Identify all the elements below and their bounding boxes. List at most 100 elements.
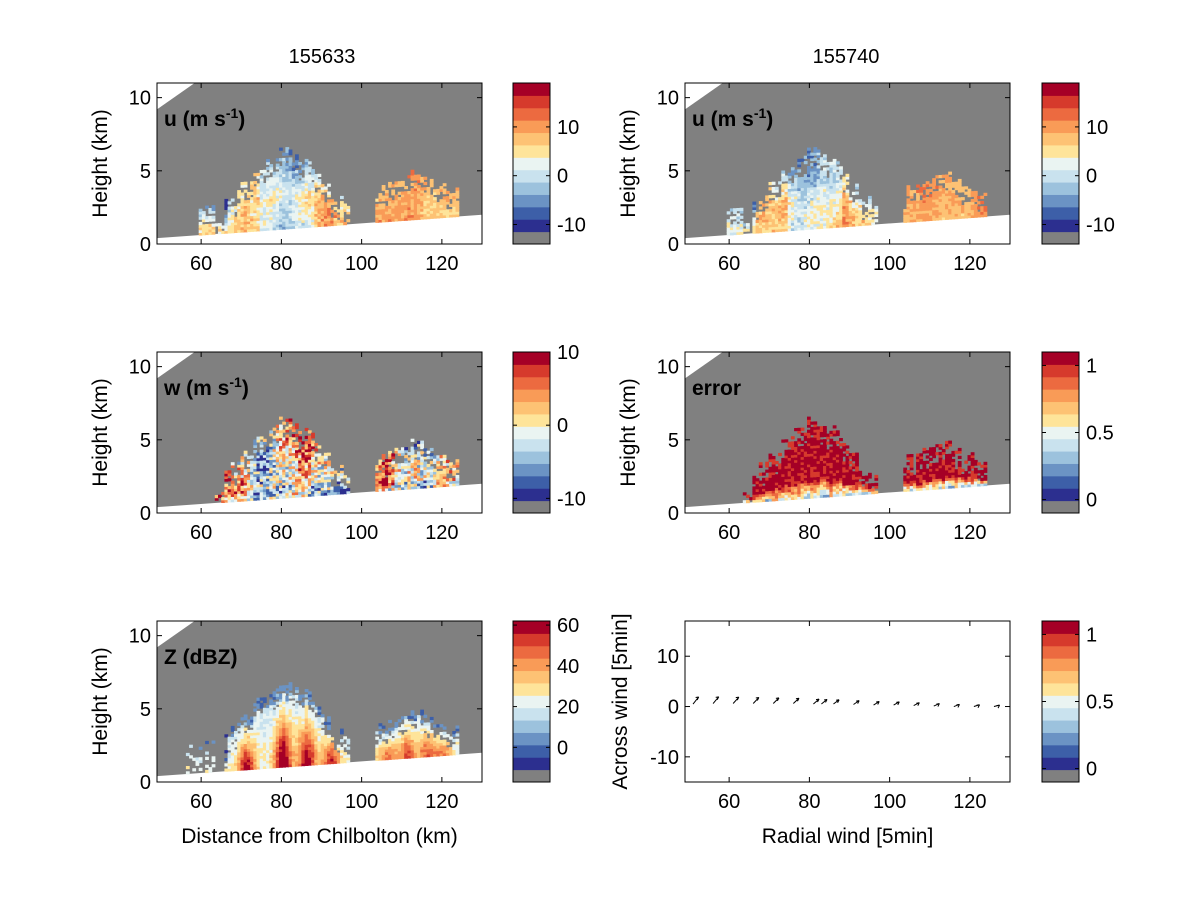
field-cell: [790, 198, 795, 202]
field-cell: [246, 192, 251, 196]
field-cell: [327, 468, 331, 472]
field-cell: [381, 469, 386, 473]
field-cell: [266, 451, 270, 455]
field-cell: [929, 188, 933, 192]
field-cell: [272, 738, 277, 742]
field-cell: [816, 189, 821, 193]
field-cell: [288, 189, 293, 193]
field-cell: [304, 211, 309, 215]
field-cell: [739, 228, 744, 232]
field-cell: [729, 226, 734, 231]
field-cell: [266, 478, 270, 482]
field-cell: [413, 206, 418, 210]
field-cell: [922, 468, 927, 472]
field-cell: [291, 225, 296, 229]
field-cell: [845, 213, 850, 217]
field-cell: [250, 481, 254, 486]
colorbar-segment: [1042, 95, 1079, 109]
field-cell: [295, 689, 299, 693]
field-cell: [807, 482, 811, 486]
field-cell: [211, 228, 216, 232]
field-cell: [279, 442, 283, 447]
field-cell: [272, 715, 277, 719]
field-cell: [275, 432, 280, 436]
field-cell: [922, 205, 927, 209]
field-cell: [230, 768, 235, 772]
field-cell: [311, 224, 315, 228]
field-cell: [333, 220, 338, 224]
field-cell: [835, 469, 840, 473]
field-cell: [314, 203, 319, 207]
field-cell: [816, 215, 821, 219]
field-cell: [452, 200, 457, 205]
field-cell: [404, 217, 408, 221]
field-cell: [259, 196, 264, 200]
field-cell: [810, 461, 814, 465]
field-cell: [288, 713, 293, 718]
field-cell: [272, 759, 277, 763]
field-cell: [829, 491, 834, 495]
field-cell: [288, 181, 293, 185]
field-cell: [864, 486, 869, 490]
colorbar-segment: [1042, 413, 1079, 427]
field-cell: [906, 480, 911, 484]
field-cell: [391, 202, 396, 206]
field-cell: [970, 478, 975, 482]
field-cell: [307, 166, 312, 170]
field-cell: [455, 206, 460, 210]
field-cell: [961, 207, 965, 211]
field-cell: [413, 216, 418, 221]
field-cell: [301, 731, 306, 735]
field-cell: [794, 222, 798, 226]
field-cell: [855, 215, 859, 219]
field-cell: [288, 732, 293, 736]
field-cell: [868, 219, 872, 223]
field-cell: [288, 684, 293, 689]
field-cell: [410, 172, 415, 176]
field-cell: [800, 200, 805, 204]
field-cell: [275, 493, 280, 497]
field-cell: [262, 699, 267, 704]
field-cell: [449, 483, 453, 487]
field-cell: [762, 216, 766, 220]
field-cell: [433, 215, 437, 219]
field-cell: [973, 198, 978, 202]
field-cell: [243, 746, 248, 750]
field-cell: [314, 490, 319, 494]
field-cell: [307, 493, 312, 497]
field-cell: [964, 473, 969, 477]
field-cell: [201, 232, 206, 236]
field-cell: [314, 448, 319, 452]
field-cell: [803, 456, 808, 460]
field-cell: [391, 477, 396, 481]
field-cell: [807, 458, 811, 462]
field-cell: [317, 484, 322, 489]
field-cell: [932, 478, 936, 482]
field-cell: [218, 231, 222, 235]
field-cell: [320, 719, 325, 723]
field-cell: [240, 210, 245, 215]
field-cell: [864, 491, 869, 495]
field-cell: [295, 162, 299, 166]
field-cell: [288, 463, 293, 467]
field-cell: [433, 191, 437, 195]
field-cell: [275, 746, 280, 750]
field-cell: [295, 454, 299, 459]
field-cell: [384, 192, 389, 196]
field-cell: [272, 480, 277, 484]
field-cell: [230, 493, 235, 497]
field-cell: [800, 182, 805, 186]
field-cell: [256, 755, 261, 759]
field-cell: [948, 440, 952, 444]
field-cell: [819, 473, 824, 477]
field-cell: [198, 211, 203, 215]
field-cell: [909, 206, 914, 210]
field-cell: [323, 452, 328, 456]
field-cell: [778, 481, 782, 486]
field-cell: [951, 474, 956, 478]
field-cell: [758, 201, 763, 205]
field-cell: [304, 485, 309, 490]
field-cell: [285, 147, 290, 151]
field-cell: [340, 488, 344, 492]
field-cell: [384, 749, 389, 753]
